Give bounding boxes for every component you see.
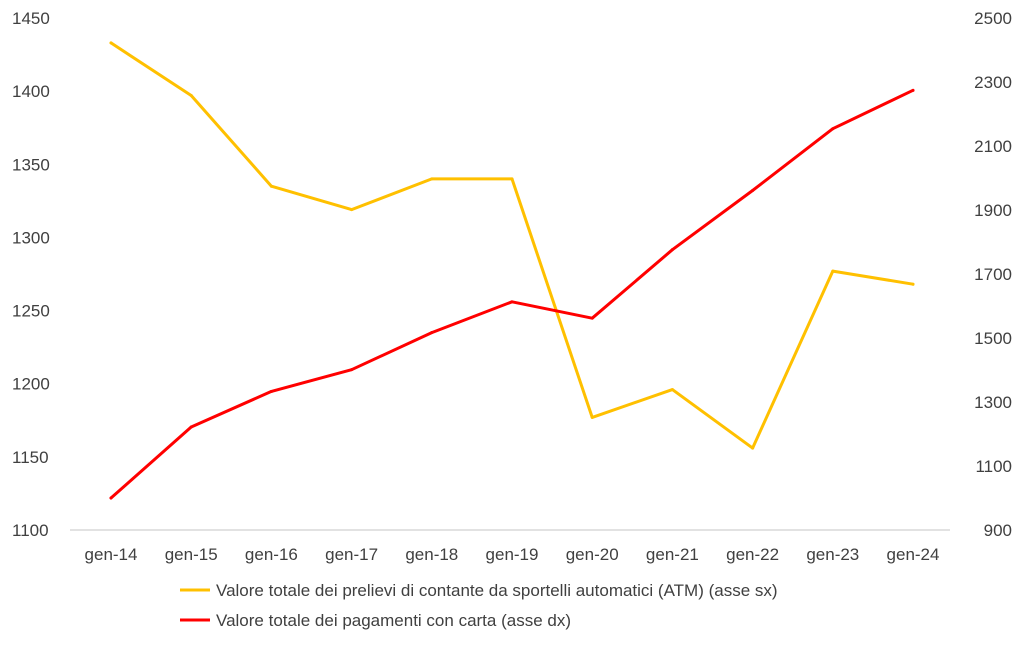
series-line-carta: [109, 88, 915, 500]
data-point-carta: [590, 316, 594, 320]
right-tick-label: 1500: [974, 329, 1012, 348]
data-point-atm: [430, 177, 434, 181]
left-tick-label: 1100: [12, 521, 49, 540]
data-point-atm: [751, 446, 755, 450]
right-tick-label: 1300: [974, 393, 1012, 412]
data-point-carta: [109, 496, 113, 500]
x-tick-label: gen-15: [165, 545, 218, 564]
x-tick-label: gen-14: [85, 545, 138, 564]
left-axis-ticks: 1450 1400 1350 1300 1250 1200 1150 1100: [12, 9, 50, 540]
data-point-carta: [911, 88, 915, 92]
left-tick-label: 1150: [12, 448, 49, 467]
series-line-atm: [109, 41, 915, 450]
data-point-atm: [350, 208, 354, 212]
data-point-carta: [350, 368, 354, 372]
right-tick-label: 1700: [974, 265, 1012, 284]
x-tick-label: gen-20: [566, 545, 619, 564]
x-tick-label: gen-24: [887, 545, 940, 564]
data-point-atm: [109, 41, 113, 45]
data-point-atm: [670, 388, 674, 392]
data-point-carta: [189, 425, 193, 429]
data-point-carta: [831, 127, 835, 131]
x-tick-label: gen-18: [405, 545, 458, 564]
left-tick-label: 1200: [12, 375, 50, 394]
data-point-atm: [189, 94, 193, 98]
left-tick-label: 1450: [12, 9, 50, 28]
data-point-carta: [269, 389, 273, 393]
legend-item-atm: Valore totale dei prelievi di contante d…: [180, 581, 778, 600]
legend: Valore totale dei prelievi di contante d…: [180, 581, 778, 630]
legend-label-atm: Valore totale dei prelievi di contante d…: [216, 581, 778, 600]
data-point-atm: [510, 177, 514, 181]
x-tick-label: gen-19: [486, 545, 539, 564]
right-tick-label: 1100: [975, 457, 1012, 476]
data-point-atm: [269, 184, 273, 188]
legend-label-carta: Valore totale dei pagamenti con carta (a…: [216, 611, 571, 630]
left-tick-label: 1350: [12, 155, 50, 174]
data-point-carta: [430, 331, 434, 335]
left-tick-label: 1400: [12, 82, 50, 101]
right-tick-label: 2500: [974, 9, 1012, 28]
left-tick-label: 1300: [12, 228, 50, 247]
data-point-carta: [751, 188, 755, 192]
x-axis-ticks: gen-14 gen-15 gen-16 gen-17 gen-18 gen-19 gen-…: [85, 545, 940, 564]
right-tick-label: 2100: [974, 137, 1012, 156]
data-point-atm: [831, 269, 835, 273]
right-tick-label: 2300: [974, 73, 1012, 92]
right-tick-label: 900: [984, 521, 1012, 540]
right-tick-label: 1900: [974, 201, 1012, 220]
data-point-carta: [670, 248, 674, 252]
series-lines: [109, 41, 915, 500]
legend-item-carta: Valore totale dei pagamenti con carta (a…: [180, 611, 571, 630]
data-point-carta: [510, 300, 514, 304]
x-tick-label: gen-17: [325, 545, 378, 564]
data-point-atm: [590, 415, 594, 419]
x-tick-label: gen-23: [806, 545, 859, 564]
left-tick-label: 1250: [12, 302, 50, 321]
x-tick-label: gen-16: [245, 545, 298, 564]
x-tick-label: gen-21: [646, 545, 699, 564]
data-point-atm: [911, 282, 915, 286]
right-axis-ticks: 2500 2300 2100 1900 1700 1500 1300 1100 900: [974, 9, 1012, 540]
x-tick-label: gen-22: [726, 545, 779, 564]
